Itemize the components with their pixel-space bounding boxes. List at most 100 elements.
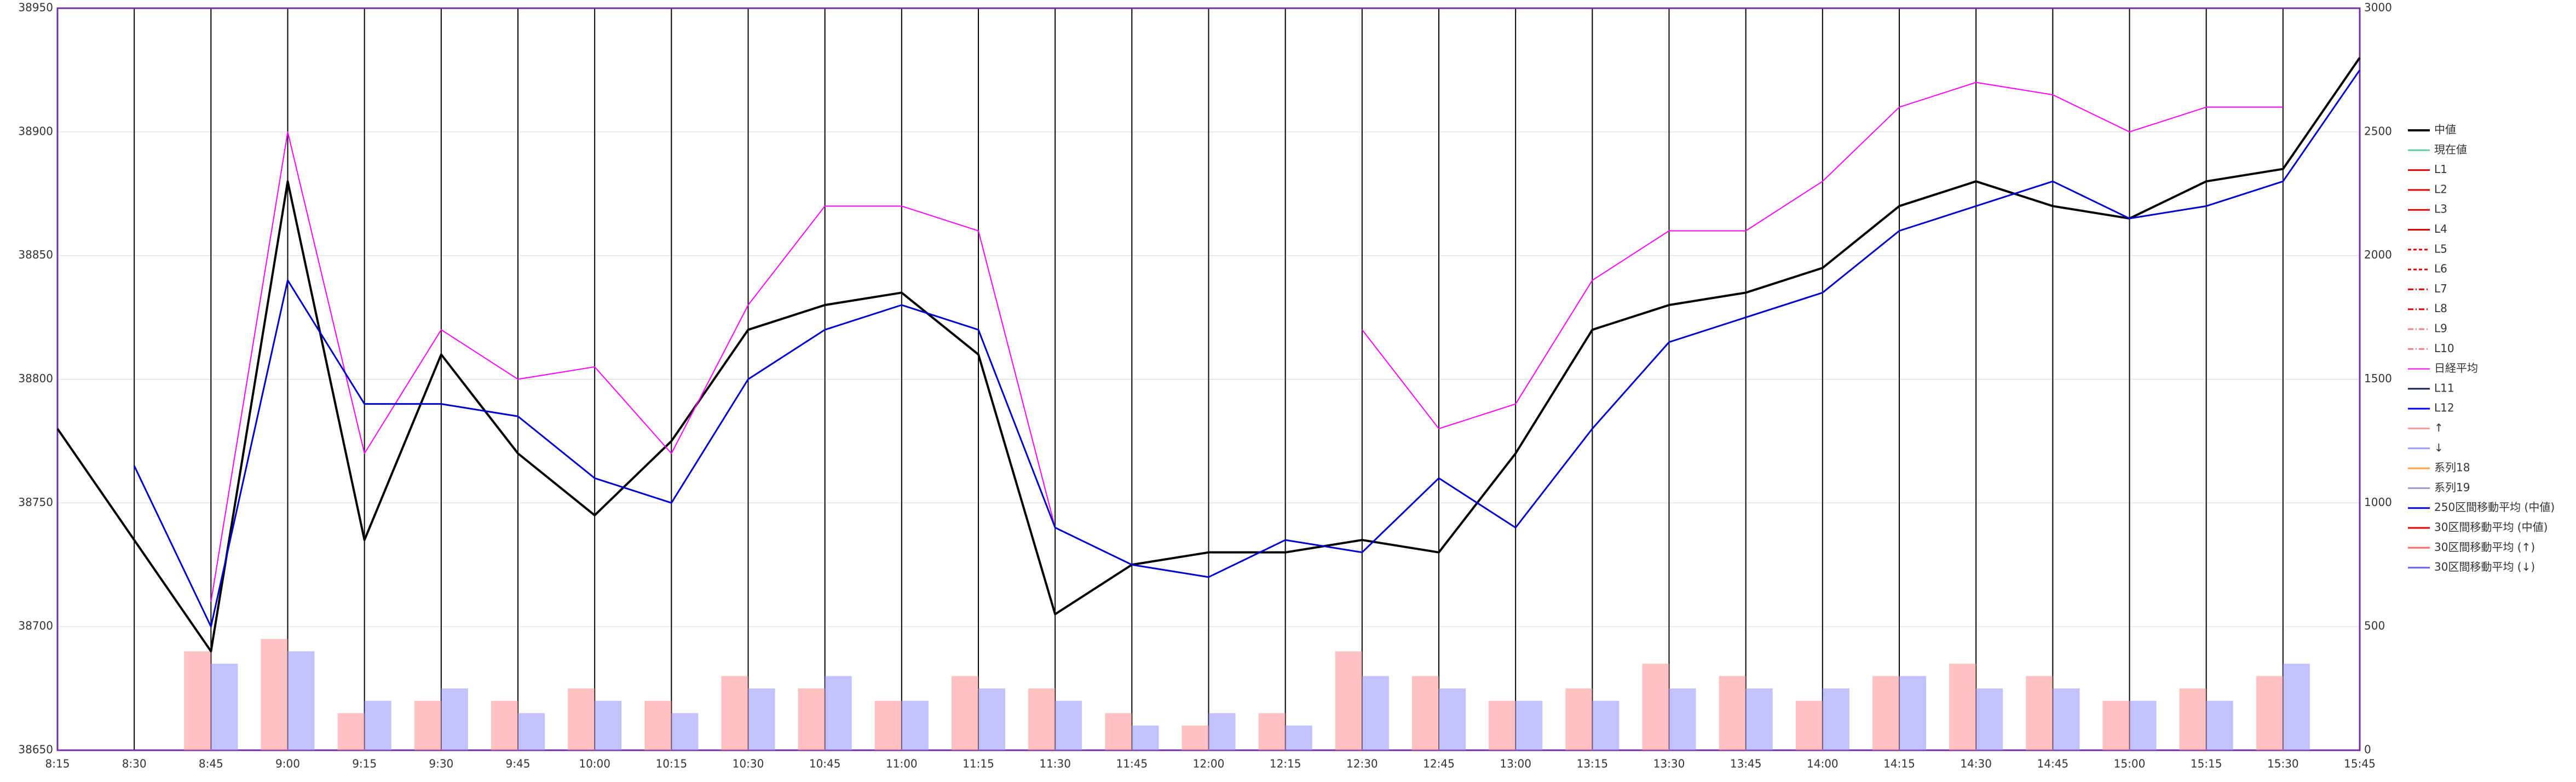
volume-bar (261, 639, 288, 750)
x-tick-label: 13:00 (1500, 757, 1531, 771)
volume-bar (1258, 713, 1286, 750)
volume-bar (1515, 700, 1543, 750)
volume-bar (441, 688, 468, 750)
volume-bar (1489, 700, 1516, 750)
volume-bar (1439, 688, 1466, 750)
y2-tick-label: 1000 (2364, 496, 2392, 509)
volume-bar (211, 663, 238, 750)
legend-label: 中値 (2434, 123, 2456, 136)
x-tick-label: 11:15 (963, 757, 994, 771)
volume-bar (1285, 725, 1312, 750)
volume-bar (901, 700, 929, 750)
x-tick-label: 8:45 (199, 757, 223, 771)
volume-bar (1592, 700, 1620, 750)
y2-tick-label: 1500 (2364, 372, 2392, 385)
volume-bar (1565, 688, 1593, 750)
volume-bar (951, 676, 978, 750)
x-tick-label: 8:30 (122, 757, 147, 771)
volume-bar (491, 700, 518, 750)
volume-bar (1642, 663, 1669, 750)
volume-bar (825, 676, 852, 750)
x-tick-label: 9:15 (352, 757, 377, 771)
volume-bar (518, 713, 545, 750)
y2-tick-label: 2000 (2364, 248, 2392, 261)
volume-bar (1976, 688, 2003, 750)
legend-label: L3 (2434, 203, 2447, 216)
volume-bar (2129, 700, 2157, 750)
x-tick-label: 13:45 (1730, 757, 1762, 771)
x-tick-label: 12:30 (1346, 757, 1378, 771)
volume-bar (874, 700, 902, 750)
x-tick-label: 10:45 (809, 757, 841, 771)
volume-bar (568, 688, 595, 750)
legend-label: L5 (2434, 242, 2447, 255)
legend-label: ↓ (2434, 441, 2444, 454)
legend-label: 30区間移動平均 (中値) (2434, 521, 2548, 534)
x-tick-label: 15:15 (2191, 757, 2222, 771)
y-tick-label: 38700 (18, 619, 53, 633)
legend-label: L2 (2434, 182, 2447, 196)
volume-bar (1669, 688, 1696, 750)
x-tick-label: 8:15 (45, 757, 70, 771)
x-tick-label: 14:15 (1883, 757, 1915, 771)
volume-bar (1208, 713, 1236, 750)
x-tick-label: 14:30 (1960, 757, 1992, 771)
volume-bar (1719, 676, 1746, 750)
x-tick-label: 13:15 (1577, 757, 1609, 771)
x-tick-label: 10:00 (579, 757, 610, 771)
x-tick-label: 14:45 (2037, 757, 2069, 771)
series-line (210, 131, 1056, 602)
y-tick-label: 38850 (18, 248, 53, 261)
legend-label: 30区間移動平均 (↓) (2434, 560, 2535, 573)
x-tick-label: 10:30 (733, 757, 764, 771)
volume-bar (2179, 688, 2206, 750)
volume-bar (1822, 688, 1849, 750)
x-tick-label: 15:30 (2267, 757, 2299, 771)
volume-bar (1949, 663, 1976, 750)
volume-bar (2102, 700, 2130, 750)
x-tick-label: 10:15 (656, 757, 688, 771)
legend-label: L8 (2434, 302, 2447, 315)
legend-label: L7 (2434, 282, 2447, 295)
volume-bar (2053, 688, 2080, 750)
volume-bar (414, 700, 441, 750)
legend-label: L1 (2434, 163, 2447, 176)
x-tick-label: 15:45 (2344, 757, 2376, 771)
legend-label: L12 (2434, 401, 2454, 415)
volume-bar (1362, 676, 1389, 750)
volume-bar (287, 651, 315, 750)
x-tick-label: 11:30 (1039, 757, 1071, 771)
volume-bar (1872, 676, 1899, 750)
volume-bar (1745, 688, 1773, 750)
x-tick-label: 12:15 (1270, 757, 1301, 771)
y-tick-label: 38950 (18, 1, 53, 14)
x-tick-label: 9:45 (506, 757, 531, 771)
volume-bar (184, 651, 211, 750)
legend-label: 250区間移動平均 (中値) (2434, 501, 2555, 514)
y2-tick-label: 500 (2364, 619, 2385, 633)
x-tick-label: 14:00 (1807, 757, 1839, 771)
legend-label: 系列18 (2434, 461, 2470, 474)
legend-label: L6 (2434, 262, 2447, 275)
volume-bar (2026, 676, 2053, 750)
y-tick-label: 38750 (18, 496, 53, 509)
y2-tick-label: 2500 (2364, 124, 2392, 137)
x-tick-label: 13:30 (1653, 757, 1685, 771)
volume-bar (721, 676, 748, 750)
x-tick-label: 15:00 (2114, 757, 2146, 771)
volume-bar (978, 688, 1006, 750)
volume-bar (1899, 676, 1927, 750)
volume-bar (1028, 688, 1056, 750)
legend-label: L4 (2434, 222, 2447, 235)
volume-bar (337, 713, 365, 750)
series-line (1362, 82, 2283, 429)
legend-label: L9 (2434, 322, 2447, 335)
volume-bar (748, 688, 775, 750)
volume-bar (1132, 725, 1159, 750)
volume-bar (1182, 725, 1209, 750)
volume-bar (644, 700, 672, 750)
legend-label: ↑ (2434, 421, 2444, 434)
volume-bar (1335, 651, 1362, 750)
x-tick-label: 11:45 (1116, 757, 1148, 771)
volume-bar (1411, 676, 1439, 750)
